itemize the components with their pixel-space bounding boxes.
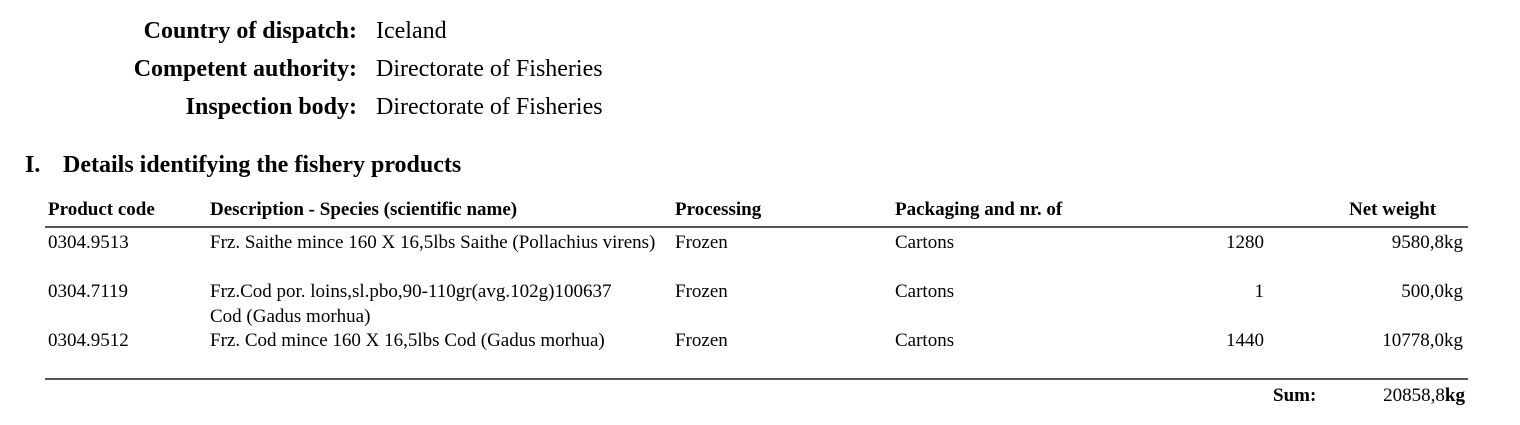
processing: Frozen (675, 330, 728, 351)
col-packaging: Packaging and nr. of (895, 199, 1063, 220)
packaging: Cartons (895, 330, 955, 351)
section-title: Details identifying the fishery products (63, 152, 462, 178)
sum-unit: kg (1444, 385, 1465, 406)
country-of-dispatch-value: Iceland (376, 18, 447, 44)
competent-authority-value: Directorate of Fisheries (376, 56, 603, 82)
inspection-body-label: Inspection body: (185, 94, 357, 120)
col-net-weight: Net weight (1349, 199, 1437, 220)
footer-divider (45, 378, 1468, 380)
net-weight: 500,0kg (1401, 281, 1463, 302)
sum-total: 20858,8kg (1383, 383, 1465, 408)
inspection-body-value: Directorate of Fisheries (376, 94, 603, 120)
description: Frz. Cod mince 160 X 16,5lbs Cod (Gadus … (210, 330, 605, 351)
header-divider (45, 226, 1468, 228)
col-processing: Processing (675, 199, 762, 220)
net-weight: 9580,8kg (1391, 232, 1463, 253)
description: Frz.Cod por. loins,sl.pbo,90-110gr(avg.1… (210, 281, 612, 327)
product-code: 0304.7119 (48, 281, 129, 302)
net-weight: 10778,0kg (1382, 330, 1463, 351)
col-product-code: Product code (48, 199, 155, 220)
col-description: Description - Species (scientific name) (210, 199, 518, 220)
packaging: Cartons (895, 281, 955, 302)
package-count: 1280 (1226, 232, 1264, 253)
competent-authority-label: Competent authority: (133, 56, 357, 82)
description: Frz. Saithe mince 160 X 16,5lbs Saithe (… (210, 232, 656, 253)
country-of-dispatch-label: Country of dispatch: (143, 18, 357, 44)
product-code: 0304.9513 (48, 232, 129, 253)
section-number: I. (25, 152, 41, 178)
package-count: 1 (1254, 281, 1265, 302)
processing: Frozen (675, 281, 728, 302)
packaging: Cartons (895, 232, 955, 253)
sum-label: Sum: (1273, 385, 1317, 406)
package-count: 1440 (1226, 330, 1264, 351)
sum-value: 20858,8 (1383, 385, 1445, 406)
processing: Frozen (675, 232, 728, 253)
product-code: 0304.9512 (48, 330, 129, 351)
